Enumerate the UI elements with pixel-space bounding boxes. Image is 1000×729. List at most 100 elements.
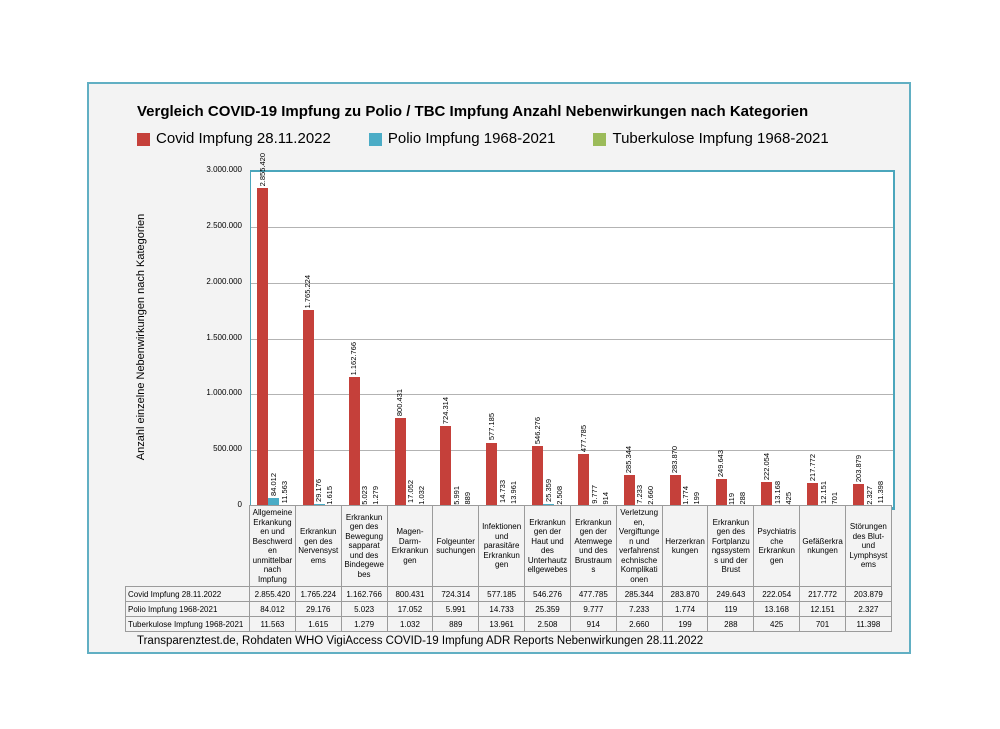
bar-covid	[486, 442, 498, 507]
table-value-cell: 425	[753, 616, 801, 632]
table-row-label: Covid Impfung 28.11.2022	[125, 586, 250, 602]
table-value-cell: 2.327	[844, 601, 892, 617]
category-header-cell: Herzerkrankungen	[661, 505, 709, 587]
chart-title: Vergleich COVID-19 Impfung zu Polio / TB…	[137, 103, 809, 120]
bar-value-label: 2.660	[646, 485, 656, 505]
bar-value-label: 84.012	[268, 472, 278, 496]
y-tick-label: 2.500.000	[206, 220, 242, 230]
table-value-cell: 1.162.766	[340, 586, 388, 602]
bar-value-label: 5.991	[451, 485, 461, 505]
table-row-label: Tuberkulose Impfung 1968-2021	[125, 616, 250, 632]
category-header-cell: Erkrankungen des Nervensystems	[294, 505, 342, 587]
y-tick-label: 0	[237, 500, 242, 509]
legend-label: Tuberkulose Impfung 1968-2021	[612, 130, 829, 147]
bar-value-label: 119	[727, 493, 737, 505]
bar-covid	[257, 188, 268, 507]
bar-covid	[669, 475, 681, 507]
table-value-cell: 29.176	[294, 601, 342, 617]
table-value-cell: 1.774	[661, 601, 709, 617]
bar-group: 800.431 17.052 1.032	[389, 172, 435, 507]
table-value-cell: 13.168	[753, 601, 801, 617]
gridline	[251, 338, 893, 340]
category-header-cell: Erkrankungen der Atemwege und des Brustr…	[569, 505, 617, 587]
bar-covid	[348, 377, 360, 507]
bar-covid	[623, 475, 635, 507]
bar-covid	[578, 453, 589, 507]
bar-group: 283.870 1.774 199	[664, 172, 710, 507]
table-value-cell: 701	[799, 616, 846, 632]
bar-value-label: 13.168	[772, 480, 782, 504]
table-value-cell: 1.765.224	[294, 586, 342, 602]
table-value-cell: 222.054	[753, 586, 801, 602]
table-value-cell: 11.398	[844, 616, 892, 632]
bar-polio	[268, 497, 279, 507]
table-value-cell: 288	[707, 616, 755, 632]
legend-swatch-polio	[368, 133, 382, 146]
table-value-cell: 5.023	[340, 601, 388, 617]
table-value-cell: 249.643	[707, 586, 755, 602]
legend-item-tbc: Tuberkulose Impfung 1968-2021	[593, 130, 829, 147]
bar-value-label: 249.643	[716, 450, 726, 478]
table-value-cell: 12.151	[799, 601, 846, 617]
table-value-cell: 914	[569, 616, 617, 632]
bar-value-label: 17.052	[406, 480, 416, 504]
bar-value-label: 577.185	[486, 413, 496, 441]
bar-covid	[532, 446, 544, 507]
table-value-cell: 577.185	[478, 586, 526, 602]
bar-value-label: 283.870	[670, 446, 680, 474]
y-tick-label: 3.000.000	[206, 165, 242, 174]
bar-value-label: 1.162.766	[349, 341, 359, 376]
bar-value-label: 2.508	[554, 485, 564, 505]
bar-value-label: 12.151	[818, 480, 828, 504]
bar-value-label: 285.344	[624, 446, 634, 474]
bar-value-label: 425	[783, 492, 793, 505]
table-value-cell: 800.431	[386, 586, 434, 602]
bar-value-label: 724.314	[440, 397, 450, 425]
table-value-cell: 283.870	[661, 586, 709, 602]
table-value-cell: 285.344	[615, 586, 663, 602]
bar-value-label: 1.765.224	[303, 274, 313, 308]
y-tick-label: 500.000	[213, 444, 242, 454]
bar-group: 724.314 5.991 889	[434, 172, 480, 507]
bar-covid	[302, 309, 314, 507]
category-header-cell: Verletzungen, Vergiftungen und verfahren…	[615, 505, 663, 587]
category-header-cell: Erkrankungen des Bewegungsapparat und de…	[340, 505, 388, 587]
y-tick-label: 1.000.000	[206, 388, 242, 398]
table-corner-cell	[126, 506, 250, 587]
bar-value-label: 1.774	[681, 486, 691, 505]
bar-value-label: 2.855.420	[257, 152, 267, 187]
bar-group: 577.185 14.733 13.961	[480, 172, 526, 507]
gridline	[251, 450, 893, 452]
bar-value-label: 546.276	[532, 416, 542, 444]
table-value-cell: 1.615	[294, 616, 342, 632]
bar-group: 285.344 7.233 2.660	[618, 172, 664, 507]
legend-item-covid: Covid Impfung 28.11.2022	[137, 130, 331, 147]
bar-covid	[394, 417, 406, 507]
category-header-cell: Psychiatrische Erkrankungen	[753, 505, 801, 587]
gridline	[251, 282, 893, 284]
bar-value-label: 701	[829, 492, 839, 505]
y-tick-label: 2.000.000	[206, 276, 242, 286]
bar-value-label: 11.398	[875, 481, 885, 504]
bar-value-label: 7.233	[635, 485, 645, 505]
table-row-tbc: Tuberkulose Impfung 1968-2021 11.563 1.615…	[125, 616, 892, 632]
bar-value-label: 5.023	[360, 485, 370, 505]
gridline	[251, 226, 893, 228]
table-header-row: Allgemeine Erkankungen und Beschwerden u…	[126, 505, 892, 587]
bar-group: 1.162.766 5.023 1.279	[343, 172, 389, 507]
bar-value-label: 11.563	[279, 481, 289, 504]
bar-value-label: 9.777	[589, 485, 599, 504]
legend-label: Covid Impfung 28.11.2022	[156, 130, 331, 147]
bar-covid	[715, 479, 727, 507]
table-value-cell: 84.012	[249, 601, 296, 617]
table-value-cell: 546.276	[524, 586, 571, 602]
table-value-cell: 1.279	[340, 616, 388, 632]
source-note: Transparenztest.de, Rohdaten WHO VigiAcc…	[137, 635, 704, 647]
bar-value-label: 889	[462, 492, 472, 505]
legend-swatch-covid	[137, 133, 150, 146]
bar-value-label: 13.961	[508, 480, 518, 504]
chart-panel: Vergleich COVID-19 Impfung zu Polio / TB…	[87, 82, 911, 654]
category-header-cell: Gefäßerkrankungen	[799, 505, 846, 587]
legend-swatch-tbc	[593, 133, 607, 146]
category-header-cell: Infektionen und parasitäre Erkrankungen	[478, 505, 526, 587]
